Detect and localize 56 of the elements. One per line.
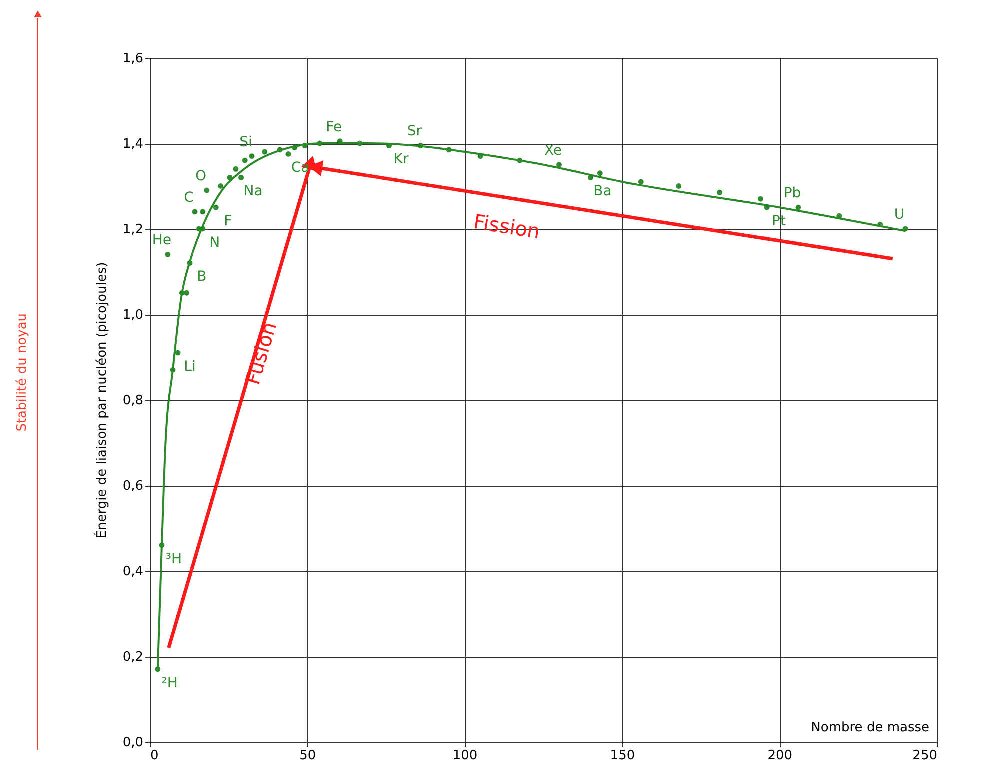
y-tick-label: 1,6 [122, 52, 144, 66]
annotation: Ba [594, 184, 612, 200]
text: Stabilité du noyau [15, 313, 30, 432]
annotation: Fission [472, 210, 542, 244]
x-tick-label: 250 [912, 748, 938, 764]
point [204, 188, 210, 194]
annotation: He [152, 232, 172, 249]
x-axis-title: Nombre de masse [811, 720, 930, 736]
point [233, 166, 239, 172]
annotation: Sr [407, 124, 422, 140]
annotation: F [224, 214, 232, 230]
point [192, 209, 198, 215]
x-tick-label: 0 [150, 748, 159, 764]
annotation: Kr [394, 152, 409, 168]
y-tick-label: 1,0 [122, 308, 144, 323]
y-tick-label: 0,4 [122, 564, 144, 580]
point [758, 196, 764, 202]
point [249, 154, 255, 160]
y-tick-label: 1,2 [122, 222, 144, 238]
annotation: B [197, 269, 207, 286]
point [238, 174, 244, 180]
point [165, 252, 171, 258]
annotation: N [210, 235, 220, 251]
point [796, 204, 802, 210]
y-tick-label: 0,6 [122, 479, 144, 494]
annotation: Na [244, 184, 263, 200]
x-tick-label: 200 [768, 748, 793, 764]
x-tick-label: 50 [300, 748, 316, 764]
point [638, 179, 644, 185]
annotation: C [184, 190, 194, 206]
annotation: Fe [326, 119, 342, 136]
point [262, 149, 268, 155]
point [242, 158, 248, 164]
point [717, 190, 723, 196]
annotation: ²H [162, 675, 178, 692]
annotation: ³H [166, 551, 182, 568]
annotation: O [195, 168, 206, 185]
y-tick-label: 0,2 [122, 650, 144, 665]
point [213, 204, 219, 210]
point [556, 162, 562, 168]
y-tick-label: 1,4 [122, 137, 144, 152]
point [218, 184, 224, 189]
point [200, 209, 206, 215]
annotation: Li [184, 358, 196, 375]
y-tick-label: 0,0 [122, 736, 144, 750]
x-tick-label: 100 [452, 748, 478, 764]
y-axis-title: Énergie de liaison par nucléon (picojoules) [92, 262, 110, 539]
y-tick-label: 0,8 [122, 394, 144, 408]
point [286, 151, 292, 157]
annotation: Xe [544, 142, 562, 159]
point [676, 184, 682, 189]
annotation: Pb [784, 186, 802, 202]
annotation: U [894, 207, 905, 223]
point [184, 290, 190, 296]
x-tick-label: 150 [610, 748, 636, 764]
point [597, 170, 603, 176]
